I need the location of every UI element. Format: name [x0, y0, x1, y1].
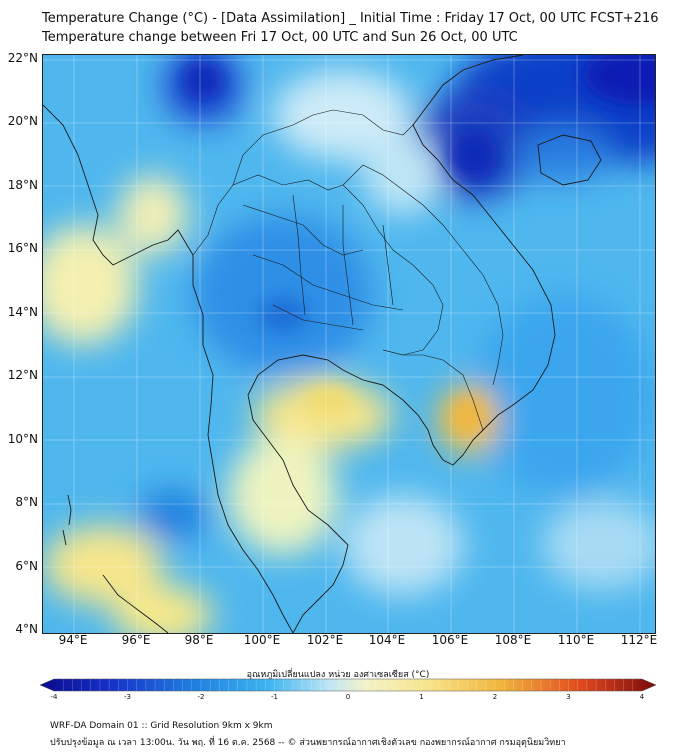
coast-sumatra	[102, 574, 169, 633]
warm-region-peninsula	[228, 435, 338, 555]
border-china	[232, 109, 414, 186]
lat-label-20n: 20°N	[7, 114, 38, 128]
border-thai-myanmar	[192, 174, 344, 256]
coastlines	[43, 55, 602, 633]
coast-west	[43, 104, 294, 633]
border-cambodia	[382, 349, 484, 431]
pale-region-west2	[118, 175, 188, 255]
colorbar-tick-label: 3	[566, 693, 571, 701]
cold-core-nw	[183, 60, 223, 100]
lat-label-14n: 14°N	[7, 305, 38, 319]
coast-vietnam	[412, 55, 556, 431]
cool-region-east	[473, 295, 653, 495]
colorbar-title: อุณหภูมิเปลี่ยนแปลง หน่วย องศาเซลเซียส (…	[246, 670, 430, 680]
lat-label-16n: 16°N	[7, 241, 38, 255]
warm-region-sw	[43, 525, 163, 605]
coast-gulf	[247, 354, 484, 633]
lon-label-110e: 110°E	[557, 633, 595, 647]
lon-label-96e: 96°E	[121, 633, 151, 647]
border-thai-laos	[342, 184, 444, 356]
cool-region-hainan	[513, 127, 613, 183]
colorbar-bar	[40, 678, 656, 692]
cool-region-central	[193, 215, 373, 375]
cold-core-tonkin	[448, 130, 498, 180]
warm-core-gulf	[303, 385, 353, 415]
field-blobs	[43, 55, 655, 633]
warm-region-sw2	[113, 585, 213, 633]
lat-label-6n: 6°N	[15, 559, 38, 573]
colorbar-tick-label: 1	[419, 693, 424, 701]
border-laos-vietnam	[342, 164, 504, 386]
temperature-change-map	[42, 54, 656, 634]
lon-label-98e: 98°E	[184, 633, 214, 647]
colorbar-tick-label: 0	[345, 693, 351, 701]
border-provinces-1	[242, 204, 364, 256]
colorbar-tick-label: -4	[50, 693, 58, 701]
colorbar-tick-label: 2	[492, 693, 498, 701]
pale-region-south2	[543, 500, 655, 590]
lat-label-22n: 22°N	[7, 51, 38, 65]
border-provinces-2	[252, 254, 404, 311]
lon-label-106e: 106°E	[431, 633, 469, 647]
pale-region-north2	[363, 135, 443, 215]
lon-label-100e: 100°E	[243, 633, 281, 647]
map-svg	[43, 55, 655, 633]
colorbar-tick-label: -3	[124, 693, 131, 701]
coast-andaman	[62, 494, 72, 546]
chart-subtitle: Temperature change between Fri 17 Oct, 0…	[42, 30, 518, 45]
lat-label-4n: 4°N	[15, 622, 38, 636]
cool-region-andaman	[138, 490, 208, 540]
lat-label-10n: 10°N	[7, 432, 38, 446]
chart-title: Temperature Change (°C) - [Data Assimila…	[42, 11, 659, 26]
colorbar-tick-label: 4	[639, 693, 645, 701]
warm-core-mekong	[452, 397, 484, 433]
borders	[192, 109, 504, 431]
colorbar	[40, 678, 656, 692]
graticule	[43, 55, 655, 633]
lon-label-102e: 102°E	[306, 633, 344, 647]
lon-label-112e: 112°E	[620, 633, 658, 647]
lat-label-12n: 12°N	[7, 368, 38, 382]
lon-label-94e: 94°E	[58, 633, 88, 647]
lat-label-18n: 18°N	[7, 178, 38, 192]
lat-label-8n: 8°N	[15, 495, 38, 509]
pale-region-south	[343, 495, 463, 595]
footer-model-info: WRF-DA Domain 01 :: Grid Resolution 9km …	[50, 721, 273, 731]
footer-update-info: ปรับปรุงข้อมูล ณ เวลา 13:00น. วัน พฤ. ที…	[50, 738, 566, 748]
colorbar-tick-label: -2	[197, 693, 205, 701]
warm-region-gulf-thailand	[253, 380, 393, 450]
coast-hainan	[537, 134, 602, 186]
border-provinces-6	[382, 224, 394, 306]
border-provinces-3	[272, 304, 364, 331]
border-provinces-5	[342, 205, 354, 326]
lon-label-108e: 108°E	[494, 633, 532, 647]
cold-core-ne	[583, 55, 655, 105]
colorbar-segments	[62, 679, 634, 691]
pale-region-west	[43, 225, 138, 345]
cold-core-bangkok	[258, 297, 308, 333]
lon-label-104e: 104°E	[368, 633, 406, 647]
colorbar-ticks: -4 -3 -2 -1 0 1 2 3 4	[0, 693, 676, 705]
pale-region-north	[273, 70, 413, 160]
colorbar-tick-label: -1	[271, 693, 278, 701]
border-provinces-4	[292, 194, 306, 316]
